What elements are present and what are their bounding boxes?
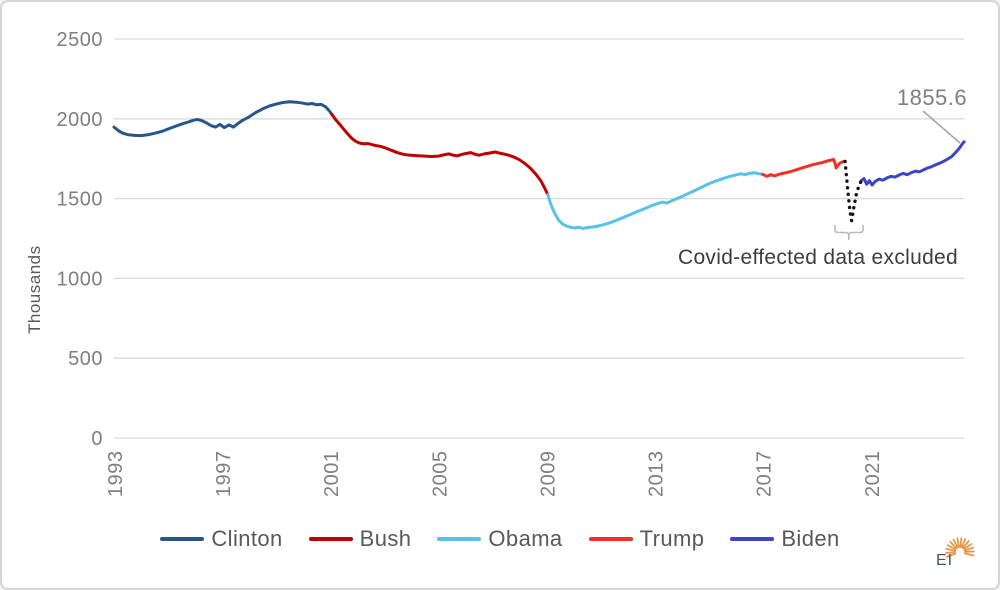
legend-swatch: [437, 537, 482, 541]
legend-swatch: [308, 537, 353, 541]
x-tick-label: 2009: [537, 451, 559, 498]
series-line-biden: [859, 140, 966, 187]
legend-swatch: [588, 537, 633, 541]
series-line-trump: [761, 157, 847, 178]
x-tick-label: 1997: [213, 451, 235, 498]
x-tick-label: 1993: [105, 451, 127, 498]
legend-label: Bush: [359, 526, 412, 551]
employment-line-chart: 0 500 1000 1500 2000 2500 1993 1997 2001 2005 200…: [25, 29, 967, 498]
logo-ray: [952, 538, 959, 549]
end-value-annotation: 1855.6: [897, 85, 967, 110]
y-axis-tick-labels: 0 500 1000 1500 2000 2500: [57, 29, 104, 450]
logo-ray: [945, 552, 957, 558]
x-tick-label: 2017: [754, 451, 776, 498]
logo-ray: [946, 544, 957, 551]
y-tick-label: 0: [91, 428, 103, 450]
logo-ray: [963, 546, 975, 552]
series-line-bush: [330, 112, 550, 197]
x-tick-label: 2005: [429, 451, 451, 498]
legend-item-bush: Bush: [308, 526, 412, 552]
covid-excluded-dotted-line: [843, 159, 863, 221]
covid-note-label: Covid-effected data excluded: [678, 246, 958, 269]
x-tick-label: 2013: [646, 451, 668, 498]
legend-label: Obama: [488, 526, 563, 551]
annotation-leader-line: [922, 110, 961, 144]
logo-ray: [963, 543, 973, 550]
legend-item-biden: Biden: [730, 526, 839, 552]
y-tick-label: 1000: [57, 268, 104, 290]
logo-ray: [961, 538, 967, 549]
x-axis-tick-labels: 1993 1997 2001 2005 2009 2013 2017 2021: [105, 451, 884, 498]
logo-ray: [959, 537, 963, 548]
legend-label: Clinton: [211, 526, 283, 551]
logo-ray: [945, 548, 956, 552]
logo-ray: [962, 540, 970, 549]
company-logo: EI: [930, 526, 984, 580]
logo-ray: [945, 551, 956, 554]
x-tick-label: 2001: [321, 451, 343, 498]
legend-item-clinton: Clinton: [160, 526, 282, 552]
y-tick-label: 2000: [57, 109, 104, 131]
y-tick-label: 1500: [57, 189, 104, 211]
legend-label: Trump: [639, 526, 705, 551]
logo-text: EI: [936, 552, 954, 569]
y-axis-title: Thousands: [25, 245, 44, 334]
logo-ray: [963, 552, 975, 557]
gridlines: [114, 38, 964, 439]
excluded-data-dots: [843, 159, 863, 221]
legend-swatch: [160, 537, 205, 541]
series-line-clinton: [112, 100, 334, 138]
data-series-lines: [112, 100, 966, 230]
legend-item-obama: Obama: [437, 526, 562, 552]
logo-ray: [949, 541, 958, 550]
chart-legend: Clinton Bush Obama Trump Biden: [2, 526, 998, 552]
x-tick-label: 2021: [862, 451, 884, 498]
y-tick-label: 2500: [57, 29, 104, 51]
legend-item-trump: Trump: [588, 526, 705, 552]
legend-label: Biden: [781, 526, 840, 551]
series-line-obama: [546, 171, 765, 230]
logo-ray: [956, 537, 960, 548]
covid-bracket: [834, 225, 864, 240]
sunburst-icon: [945, 537, 975, 558]
y-tick-label: 500: [68, 348, 103, 370]
legend-swatch: [730, 537, 775, 541]
